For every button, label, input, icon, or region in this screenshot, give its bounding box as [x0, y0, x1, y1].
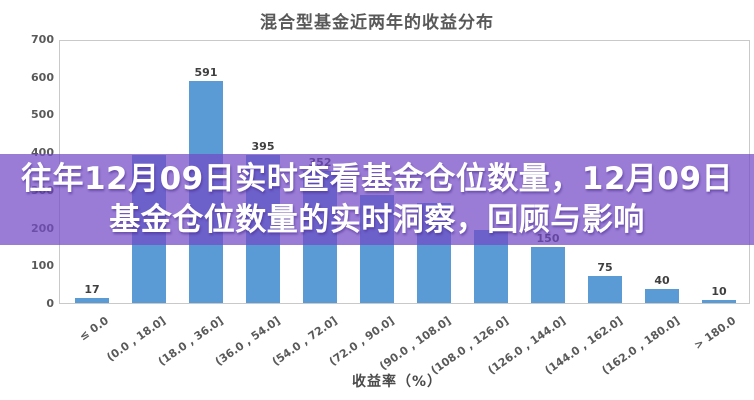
x-axis-title: 收益率（%） [351, 374, 443, 390]
chart-title: 混合型基金近两年的收益分布 [260, 13, 494, 33]
bar-9 [588, 276, 622, 303]
bar-value-label: 591 [194, 66, 218, 79]
bar-value-label: 17 [84, 283, 100, 296]
y-tick-label: 100 [31, 259, 54, 273]
bar-10 [645, 289, 679, 303]
bar-8 [531, 247, 565, 303]
x-tick-label: ≤ 0.0 [77, 314, 112, 344]
y-tick-label: 500 [31, 108, 54, 122]
y-tick-label: 700 [31, 33, 54, 46]
y-tick-label: 600 [31, 70, 54, 84]
headline-overlay: 往年12月09日实时查看基金仓位数量，12月09日 基金仓位数量的实时洞察，回顾… [0, 154, 754, 245]
y-tick-label: 0 [46, 297, 54, 310]
bar-11 [702, 300, 736, 303]
bar-value-label: 395 [251, 140, 275, 153]
bar-0 [75, 298, 109, 303]
bar-value-label: 75 [597, 261, 613, 274]
bar-value-label: 10 [711, 285, 727, 298]
x-tick-label: > 180.0 [691, 314, 739, 353]
headline-line-1: 往年12月09日实时查看基金仓位数量，12月09日 [20, 161, 734, 197]
bar-value-label: 40 [654, 274, 670, 287]
headline-line-2: 基金仓位数量的实时洞察，回顾与影响 [109, 202, 645, 238]
